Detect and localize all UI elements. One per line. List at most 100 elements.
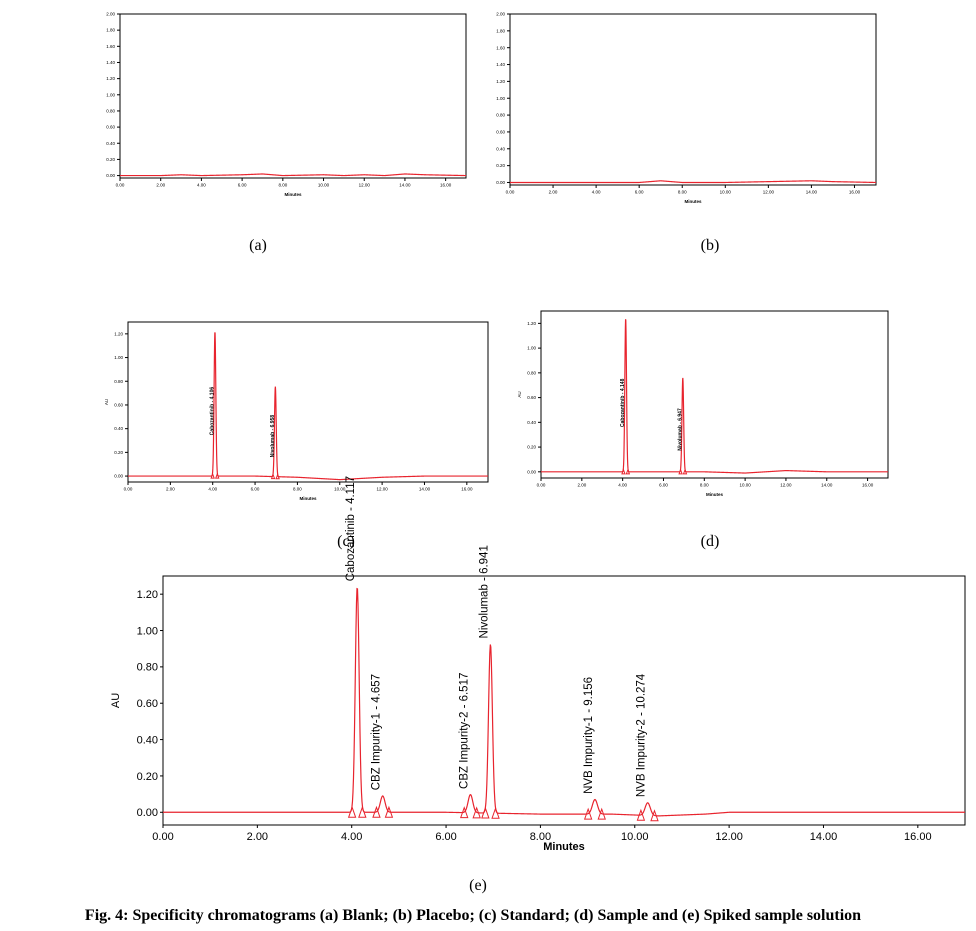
y-tick-label: 0.40 <box>114 426 123 431</box>
x-tick-label: 6.00 <box>251 487 260 492</box>
y-tick-label: 0.20 <box>496 163 505 168</box>
y-tick-label: 1.00 <box>137 625 158 637</box>
y-axis-label: AU <box>104 399 109 405</box>
integration-marker <box>275 473 280 480</box>
y-tick-label: 1.40 <box>496 62 505 67</box>
x-tick-label: 0.00 <box>506 190 515 195</box>
x-tick-label: 2.00 <box>166 487 175 492</box>
plot-frame <box>540 310 889 479</box>
y-tick-label: 1.20 <box>137 589 158 601</box>
y-tick-label: 0.40 <box>106 141 115 146</box>
y-tick-label: 0.20 <box>106 157 115 162</box>
x-tick-label: 14.00 <box>419 487 431 492</box>
y-tick-label: 1.00 <box>106 92 115 97</box>
peak-label: CBZ Impurity-1 - 4.657 <box>371 674 383 790</box>
integration-marker <box>583 807 593 820</box>
y-tick-label: 0.80 <box>106 109 115 114</box>
integration-marker <box>650 809 659 822</box>
panel-label-c: (c) <box>337 533 355 550</box>
x-tick-label: 4.00 <box>592 190 601 195</box>
y-tick-label: 0.00 <box>137 807 158 819</box>
x-axis-label: Minutes <box>284 192 301 197</box>
integration-marker <box>491 806 500 819</box>
x-tick-label: 14.00 <box>806 190 818 195</box>
x-tick-label: 0.00 <box>116 183 125 188</box>
y-tick-label: 1.80 <box>106 28 115 33</box>
y-tick-label: 0.40 <box>496 146 505 151</box>
integration-marker <box>384 805 394 818</box>
y-tick-label: 0.80 <box>496 113 505 118</box>
x-tick-label: 14.00 <box>810 831 838 843</box>
x-tick-label: 6.00 <box>659 483 668 488</box>
x-tick-label: 2.00 <box>577 483 586 488</box>
y-tick-label: 1.00 <box>114 355 123 360</box>
x-tick-label: 12.00 <box>359 183 371 188</box>
chromatogram-e: 0.00 0.20 0.40 0.60 0.80 1.00 1.20 0.00 2.00 4.00… <box>110 476 966 853</box>
panel-label-b: (b) <box>701 237 720 254</box>
integration-marker <box>472 806 481 819</box>
y-axis-label: AU <box>110 693 122 708</box>
x-tick-label: 12.00 <box>376 487 388 492</box>
integration-marker <box>210 472 215 479</box>
y-tick-label: 0.60 <box>527 395 536 400</box>
y-tick-label: 2.00 <box>106 12 115 17</box>
x-tick-label: 16.00 <box>862 483 874 488</box>
peak-label: NVB Impurity-1 - 9.156 <box>583 677 595 794</box>
x-axis-label: Minutes <box>684 199 701 204</box>
x-tick-label: 2.00 <box>247 831 268 843</box>
x-tick-label: 0.00 <box>124 487 133 492</box>
chromatogram-a: 0.00 0.20 0.40 0.60 0.80 1.00 1.20 1.40 1.60 1.80… <box>106 12 467 197</box>
panel-label-a: (a) <box>249 237 267 254</box>
integration-marker <box>460 806 469 819</box>
y-tick-label: 0.40 <box>527 420 536 425</box>
x-tick-label: 2.00 <box>156 183 165 188</box>
x-tick-label: 14.00 <box>399 183 411 188</box>
plot-frame <box>127 321 489 483</box>
y-tick-label: 0.80 <box>114 379 123 384</box>
integration-marker <box>636 808 646 821</box>
peak-label: CBZ Impurity-2 - 6.517 <box>458 673 470 789</box>
plot-frame <box>509 13 877 186</box>
x-axis-label: Minutes <box>299 496 316 501</box>
y-tick-label: 0.20 <box>137 771 158 783</box>
x-tick-label: 2.00 <box>549 190 558 195</box>
x-tick-label: 10.00 <box>334 487 346 492</box>
chromatogram-trace <box>128 332 488 481</box>
plot-frame <box>119 13 467 179</box>
x-tick-label: 4.00 <box>341 831 362 843</box>
figure-caption: Fig. 4: Specificity chromatograms (a) Bl… <box>85 907 861 924</box>
chromatogram-trace <box>163 587 965 817</box>
integration-marker <box>481 806 490 819</box>
y-tick-label: 0.40 <box>137 734 158 746</box>
x-tick-label: 6.00 <box>635 190 644 195</box>
integration-marker <box>358 805 367 818</box>
y-tick-label: 1.60 <box>106 44 115 49</box>
x-tick-label: 8.00 <box>293 487 302 492</box>
y-tick-label: 0.60 <box>137 698 158 710</box>
chromatogram-b: 0.00 0.20 0.40 0.60 0.80 1.00 1.20 1.40 1.60 1.80… <box>496 12 877 204</box>
integration-marker <box>597 807 606 820</box>
y-tick-label: 0.00 <box>527 469 536 474</box>
y-tick-label: 1.20 <box>106 76 115 81</box>
integration-marker <box>215 472 220 479</box>
integration-marker <box>270 473 276 480</box>
panel-label-e: (e) <box>469 877 487 894</box>
x-tick-label: 6.00 <box>435 831 456 843</box>
x-tick-label: 8.00 <box>700 483 709 488</box>
x-tick-label: 16.00 <box>440 183 452 188</box>
y-axis-label: AU <box>517 391 522 397</box>
peak-label: Nivolumab - 6.941 <box>478 545 490 638</box>
integration-marker <box>347 805 357 818</box>
x-tick-label: 10.00 <box>318 183 330 188</box>
chromatogram-trace <box>510 180 876 184</box>
chromatogram-d: 0.00 0.20 0.40 0.60 0.80 1.00 1.20 0.00 2.00 4.00… <box>517 310 889 497</box>
chromatogram-trace <box>120 173 467 177</box>
y-tick-label: 0.00 <box>114 474 123 479</box>
x-axis-label: Minutes <box>543 841 585 853</box>
plot-frame <box>162 575 966 826</box>
x-tick-label: 10.00 <box>720 190 732 195</box>
x-tick-label: 0.00 <box>152 831 173 843</box>
peak-label: Cabozantinib - 4.106 <box>209 387 215 436</box>
x-axis-label: Minutes <box>706 492 723 497</box>
